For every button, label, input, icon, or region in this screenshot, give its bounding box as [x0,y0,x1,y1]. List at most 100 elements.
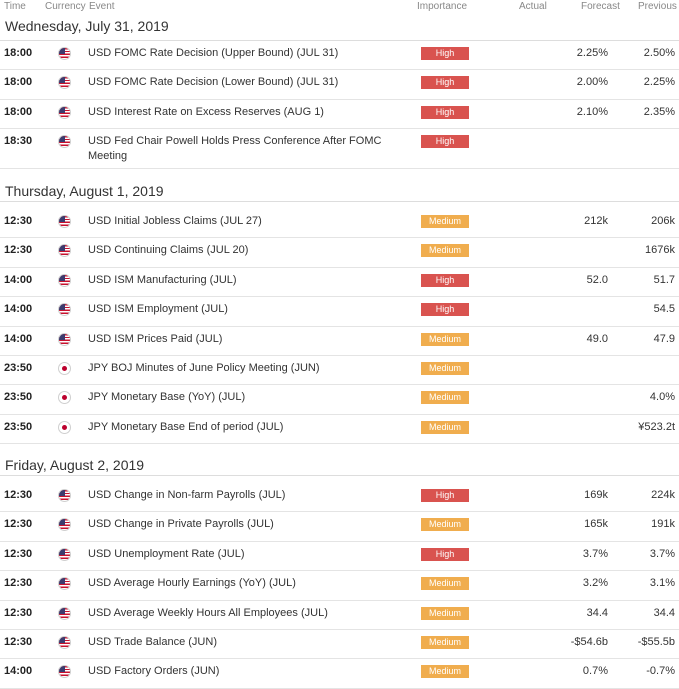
us-flag-icon [58,489,71,502]
day-section: Thursday, August 1, 2019 [0,175,679,202]
forecast-value: 3.7% [582,547,608,560]
table-row[interactable]: 12:30 USD Average Hourly Earnings (YoY) (… [0,570,679,601]
event-name[interactable]: USD Factory Orders (JUN) [88,665,220,678]
col-previous-header: Previous [638,1,677,12]
event-name[interactable]: USD Average Weekly Hours All Employees (… [88,606,328,619]
event-name[interactable]: JPY Monetary Base (YoY) (JUL) [88,391,246,404]
event-name[interactable]: USD ISM Prices Paid (JUL) [88,332,223,345]
importance-badge: Medium [421,665,469,679]
table-row[interactable]: 12:30 USD Unemployment Rate (JUL) High 3.7%… [0,541,679,572]
importance-badge: Medium [421,518,469,532]
us-flag-icon [58,636,71,649]
table-row[interactable]: 23:50 JPY Monetary Base End of period (JU… [0,414,679,445]
table-row[interactable]: 14:00 USD Factory Orders (JUN) Medium 0.7% -… [0,658,679,689]
jp-flag-icon [58,362,71,375]
col-time-header: Time [4,1,26,12]
importance-badge: High [421,303,469,317]
previous-value: ¥523.2t [638,420,675,433]
event-time: 12:30 [4,547,33,560]
importance-badge: Medium [421,332,469,346]
event-name[interactable]: USD ISM Manufacturing (JUL) [88,273,237,286]
event-name[interactable]: USD FOMC Rate Decision (Lower Bound) (JU… [88,76,339,89]
event-time: 14:00 [4,303,33,316]
us-flag-icon [58,606,71,620]
event-time: 18:30 [4,135,33,148]
importance-badge: Medium [421,606,469,620]
event-time: 23:50 [4,391,33,404]
forecast-value: 52.0 [586,273,608,286]
event-time: 12:30 [4,244,33,257]
forecast-value: 34.4 [586,606,608,619]
event-name[interactable]: USD ISM Employment (JUL) [88,303,228,316]
forecast-value: 3.2% [582,577,608,590]
table-row[interactable]: 18:30 USD Fed Chair Powell Holds Press Co… [0,128,679,170]
event-name[interactable]: USD Unemployment Rate (JUL) [88,547,245,560]
table-row[interactable]: 23:50 JPY Monetary Base (YoY) (JUL) Medium… [0,384,679,415]
forecast-value: 0.7% [582,665,608,678]
previous-value: 54.5 [653,303,675,316]
us-flag-icon [58,518,71,532]
table-row[interactable]: 12:30 USD Continuing Claims (JUL 20) Mediu… [0,237,679,268]
event-name[interactable]: USD Continuing Claims (JUL 20) [88,244,249,257]
table-row[interactable]: 18:00 USD Interest Rate on Excess Reserve… [0,99,679,130]
col-importance-header: Importance [417,1,468,12]
previous-value: 47.9 [653,332,675,345]
previous-value: 2.25% [643,76,675,89]
previous-value: -0.7% [646,665,675,678]
table-row[interactable]: 23:50 JPY BOJ Minutes of June Policy Meet… [0,355,679,386]
previous-value: 191k [651,518,675,531]
jp-flag-icon [58,420,71,434]
event-name[interactable]: USD Average Hourly Earnings (YoY) (JUL) [88,577,296,590]
importance-badge: High [421,273,469,287]
day-title: Friday, August 2, 2019 [5,457,145,473]
us-flag-icon [58,577,71,591]
table-row[interactable]: 14:00 USD ISM Manufacturing (JUL) High 52.0… [0,267,679,298]
table-header: Time Currency Event Importance Actual Fo… [0,0,679,14]
table-row[interactable]: 18:00 USD FOMC Rate Decision (Lower Bound… [0,69,679,100]
event-time: 23:50 [4,362,33,374]
event-name[interactable]: USD FOMC Rate Decision (Upper Bound) (JU… [88,47,339,59]
event-name[interactable]: USD Change in Private Payrolls (JUL) [88,518,274,531]
us-flag-icon [58,547,71,561]
event-name[interactable]: USD Change in Non-farm Payrolls (JUL) [88,489,286,501]
forecast-value: 165k [584,518,608,531]
event-name[interactable]: USD Fed Chair Powell Holds Press Confere… [88,135,382,163]
importance-badge: High [421,489,469,502]
event-time: 12:30 [4,636,33,648]
previous-value: -$55.5b [637,636,675,648]
event-name[interactable]: USD Trade Balance (JUN) [88,636,217,648]
table-row[interactable]: 14:00 USD ISM Employment (JUL) High 54.5 [0,296,679,327]
forecast-value: 2.25% [576,47,608,59]
table-row[interactable]: 12:30 USD Average Weekly Hours All Employ… [0,600,679,630]
event-time: 18:00 [4,105,33,118]
us-flag-icon [58,105,71,119]
table-row[interactable]: 12:30 USD Change in Private Payrolls (JUL… [0,511,679,542]
event-time: 12:30 [4,489,33,501]
day-title: Wednesday, July 31, 2019 [5,18,169,34]
importance-badge: High [421,47,469,60]
event-time: 18:00 [4,47,33,59]
previous-value: 34.4 [653,606,675,619]
previous-value: 4.0% [649,391,675,404]
table-row[interactable]: 12:30 USD Initial Jobless Claims (JUL 27)… [0,208,679,239]
event-name[interactable]: JPY Monetary Base End of period (JUL) [88,420,284,433]
table-row[interactable]: 14:00 USD ISM Prices Paid (JUL) Medium 49.0… [0,326,679,356]
event-time: 18:00 [4,76,33,89]
event-name[interactable]: USD Interest Rate on Excess Reserves (AU… [88,105,324,118]
event-time: 14:00 [4,273,33,286]
forecast-value: 212k [584,215,608,227]
event-name[interactable]: JPY BOJ Minutes of June Policy Meeting (… [88,362,320,374]
event-name[interactable]: USD Initial Jobless Claims (JUL 27) [88,215,262,227]
us-flag-icon [58,244,71,258]
day-section: Friday, August 2, 2019 [0,449,679,476]
forecast-value: 2.10% [576,105,608,118]
us-flag-icon [58,76,71,90]
event-time: 14:00 [4,332,33,345]
event-time: 12:30 [4,518,33,531]
table-row[interactable]: 18:00 USD FOMC Rate Decision (Upper Bound… [0,40,679,71]
col-event-header: Event [89,1,115,12]
importance-badge: High [421,76,469,90]
table-row[interactable]: 12:30 USD Trade Balance (JUN) Medium -$54.6… [0,629,679,660]
table-row[interactable]: 12:30 USD Change in Non-farm Payrolls (JU… [0,482,679,513]
event-time: 23:50 [4,420,33,433]
